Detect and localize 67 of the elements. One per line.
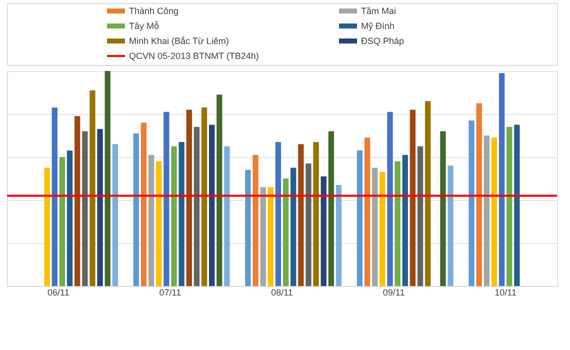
bar [298,144,304,286]
legend-label: QCVN 05-2013 BTNMT (TB24h) [129,51,259,61]
bar [186,110,192,286]
bar [328,131,334,286]
bar [468,120,474,286]
legend-label: Mỹ Đình [361,21,395,31]
bar [282,178,289,286]
legend-label: Tây Mỗ [129,21,160,31]
bar [216,94,222,286]
bar [320,176,326,286]
bar [313,142,319,286]
bar [506,126,512,286]
bar [112,144,118,286]
bar [372,168,378,286]
bar [156,161,162,286]
bar [66,150,73,286]
bar [484,136,490,286]
bar [336,184,342,286]
bar [44,168,50,286]
x-tick-label: 08/11 [271,288,293,298]
bar [164,112,170,286]
bar [97,129,103,286]
bar [245,170,251,286]
bar [448,166,454,286]
legend-label: Minh Khai (Bắc Từ Liêm) [129,36,229,46]
bar [52,108,58,286]
bar [201,108,208,286]
bar [425,101,431,286]
bar [208,124,215,286]
bar [491,138,498,286]
bar [178,142,184,286]
x-tick-label: 06/11 [47,288,70,298]
x-tick-label: 09/11 [382,288,405,298]
bar [252,154,258,286]
bar [90,90,96,286]
bar [290,168,296,286]
bar [410,110,416,286]
bar [59,157,66,286]
bar [268,187,274,286]
bar [356,150,363,286]
bar [104,71,110,286]
bar [440,131,446,286]
bar [380,172,386,286]
bar [394,161,400,286]
x-tick-label: 10/11 [494,288,517,298]
bar [387,112,393,286]
bar [306,163,312,286]
legend-label: Tầm Mai [361,6,396,16]
x-tick-label: 07/11 [159,288,182,298]
bar [417,146,424,286]
legend-label: Thành Công [129,6,179,16]
bar [82,131,88,286]
bar [194,126,200,286]
bar [402,154,408,286]
bar [148,154,154,286]
bar [260,187,266,286]
legend-label: ĐSQ Pháp [361,36,404,46]
bar [171,146,177,286]
bar [476,103,482,286]
bar [140,122,147,286]
bar [514,124,520,286]
bar [364,138,370,286]
bar [133,133,139,286]
bar [498,73,505,286]
bar [224,146,230,286]
bar [74,116,80,286]
bar [275,142,282,286]
